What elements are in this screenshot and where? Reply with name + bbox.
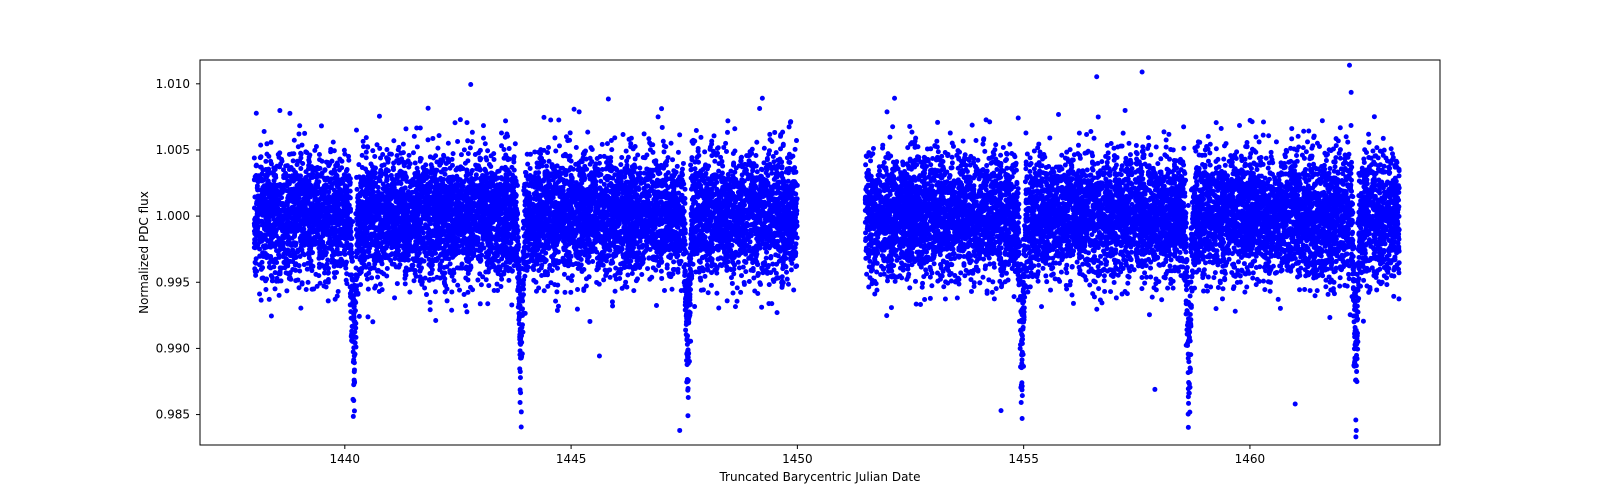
x-tick-label: 1460 — [1235, 452, 1266, 466]
x-tick-label: 1450 — [782, 452, 813, 466]
y-tick-label: 1.000 — [156, 209, 190, 223]
y-tick-label: 0.985 — [156, 408, 190, 422]
chart-svg: 1440 1445 1450 1455 1460 0.985 0.990 0.995 1.000… — [0, 0, 1600, 500]
x-axis-label: Truncated Barycentric Julian Date — [718, 470, 920, 484]
y-axis-label: Normalized PDC flux — [137, 191, 151, 314]
y-tick-label: 1.010 — [156, 77, 190, 91]
y-tick-label: 0.990 — [156, 341, 190, 355]
x-tick-label: 1440 — [330, 452, 361, 466]
x-tick-label: 1445 — [556, 452, 587, 466]
y-tick-label: 0.995 — [156, 275, 190, 289]
x-tick-label: 1455 — [1008, 452, 1039, 466]
y-tick-label: 1.005 — [156, 143, 190, 157]
light-curve-scatter-chart: 1440 1445 1450 1455 1460 0.985 0.990 0.995 1.000… — [0, 0, 1600, 500]
